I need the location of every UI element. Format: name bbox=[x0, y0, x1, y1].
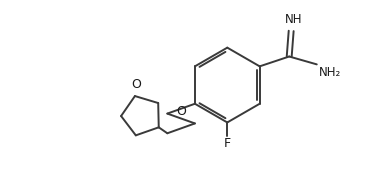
Text: NH₂: NH₂ bbox=[319, 66, 341, 79]
Text: F: F bbox=[224, 137, 231, 150]
Text: O: O bbox=[176, 105, 186, 118]
Text: NH: NH bbox=[284, 13, 302, 26]
Text: O: O bbox=[131, 78, 141, 91]
